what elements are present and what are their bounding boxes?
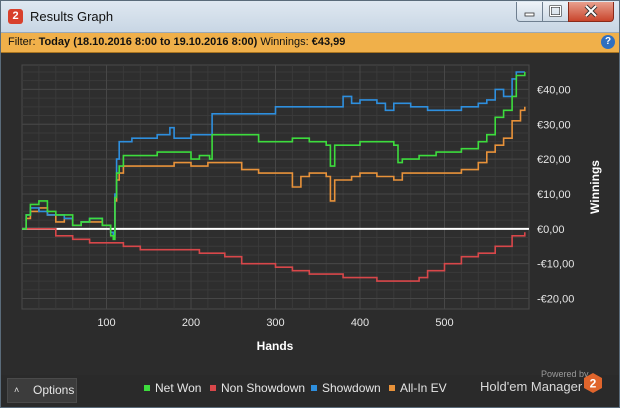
legend-non-showdown[interactable]: Non Showdown — [210, 380, 305, 396]
chevron-up-icon: ˄ — [14, 385, 20, 395]
y-tick-label: €10,00 — [537, 189, 571, 201]
options-button[interactable]: ˄ Options — [7, 378, 77, 403]
chart-svg: 100 200 300 400 500 €40,00 €30,00 €20,00 €10,00 €… — [21, 64, 602, 353]
legend-label: Showdown — [322, 381, 381, 395]
filter-value: Today (18.10.2016 8:00 to 19.10.2016 8:0… — [38, 36, 258, 48]
legend-net-won[interactable]: Net Won — [144, 380, 201, 396]
legend-all-in-ev[interactable]: All-In EV — [389, 380, 447, 396]
winnings-label: Winnings: — [260, 36, 309, 48]
winnings-value: €43,99 — [311, 36, 346, 48]
brand-name: Hold'em Manager — [480, 379, 583, 394]
close-icon — [584, 4, 598, 18]
close-button[interactable] — [568, 2, 614, 22]
y-tick-label: -€10,00 — [537, 259, 574, 271]
filter-text: Filter: Today (18.10.2016 8:00 to 19.10.… — [8, 33, 345, 52]
maximize-button[interactable] — [542, 2, 569, 22]
legend-label: All-In EV — [400, 381, 447, 395]
y-tick-label: -€20,00 — [537, 294, 574, 306]
hem-logo-icon: 2 — [584, 373, 602, 393]
legend-swatch — [210, 385, 216, 391]
series-line-net-won — [22, 72, 526, 241]
help-icon[interactable]: ? — [601, 35, 615, 49]
x-tick-label: 300 — [266, 317, 284, 329]
legend-swatch — [389, 385, 395, 391]
y-tick-label: €0,00 — [537, 224, 565, 236]
x-tick-label: 500 — [435, 317, 453, 329]
results-chart: 100 200 300 400 500 €40,00 €30,00 €20,00 €10,00 €… — [1, 53, 619, 375]
series-line-non-showdown — [22, 228, 526, 282]
y-tick-label: €40,00 — [537, 84, 571, 96]
filter-bar: Filter: Today (18.10.2016 8:00 to 19.10.… — [1, 33, 619, 53]
x-tick-label: 400 — [351, 317, 369, 329]
window-title: Results Graph — [30, 9, 114, 24]
legend-label: Net Won — [155, 381, 202, 395]
maximize-icon — [549, 5, 562, 17]
bottom-bar: ˄ Options Net Won Non Showdown Showdown … — [1, 369, 619, 407]
legend-showdown[interactable]: Showdown — [311, 380, 381, 396]
powered-by-text: Powered by — [541, 369, 589, 379]
y-tick-label: €30,00 — [537, 119, 571, 131]
x-tick-label: 200 — [182, 317, 200, 329]
filter-prefix: Filter: — [8, 36, 36, 48]
title-bar[interactable]: 2 Results Graph — [1, 1, 619, 33]
legend-swatch — [144, 385, 150, 391]
minimize-icon — [524, 12, 535, 17]
x-tick-label: 100 — [97, 317, 115, 329]
minimize-button[interactable] — [516, 2, 543, 22]
options-label: Options — [33, 383, 75, 397]
y-tick-label: €20,00 — [537, 154, 571, 166]
y-axis-label: Winnings — [588, 160, 602, 214]
app-logo-icon: 2 — [8, 9, 23, 24]
legend-swatch — [311, 385, 317, 391]
legend-label: Non Showdown — [221, 381, 306, 395]
x-axis-label: Hands — [257, 339, 294, 353]
brand-logo-text: 2 — [590, 377, 597, 391]
